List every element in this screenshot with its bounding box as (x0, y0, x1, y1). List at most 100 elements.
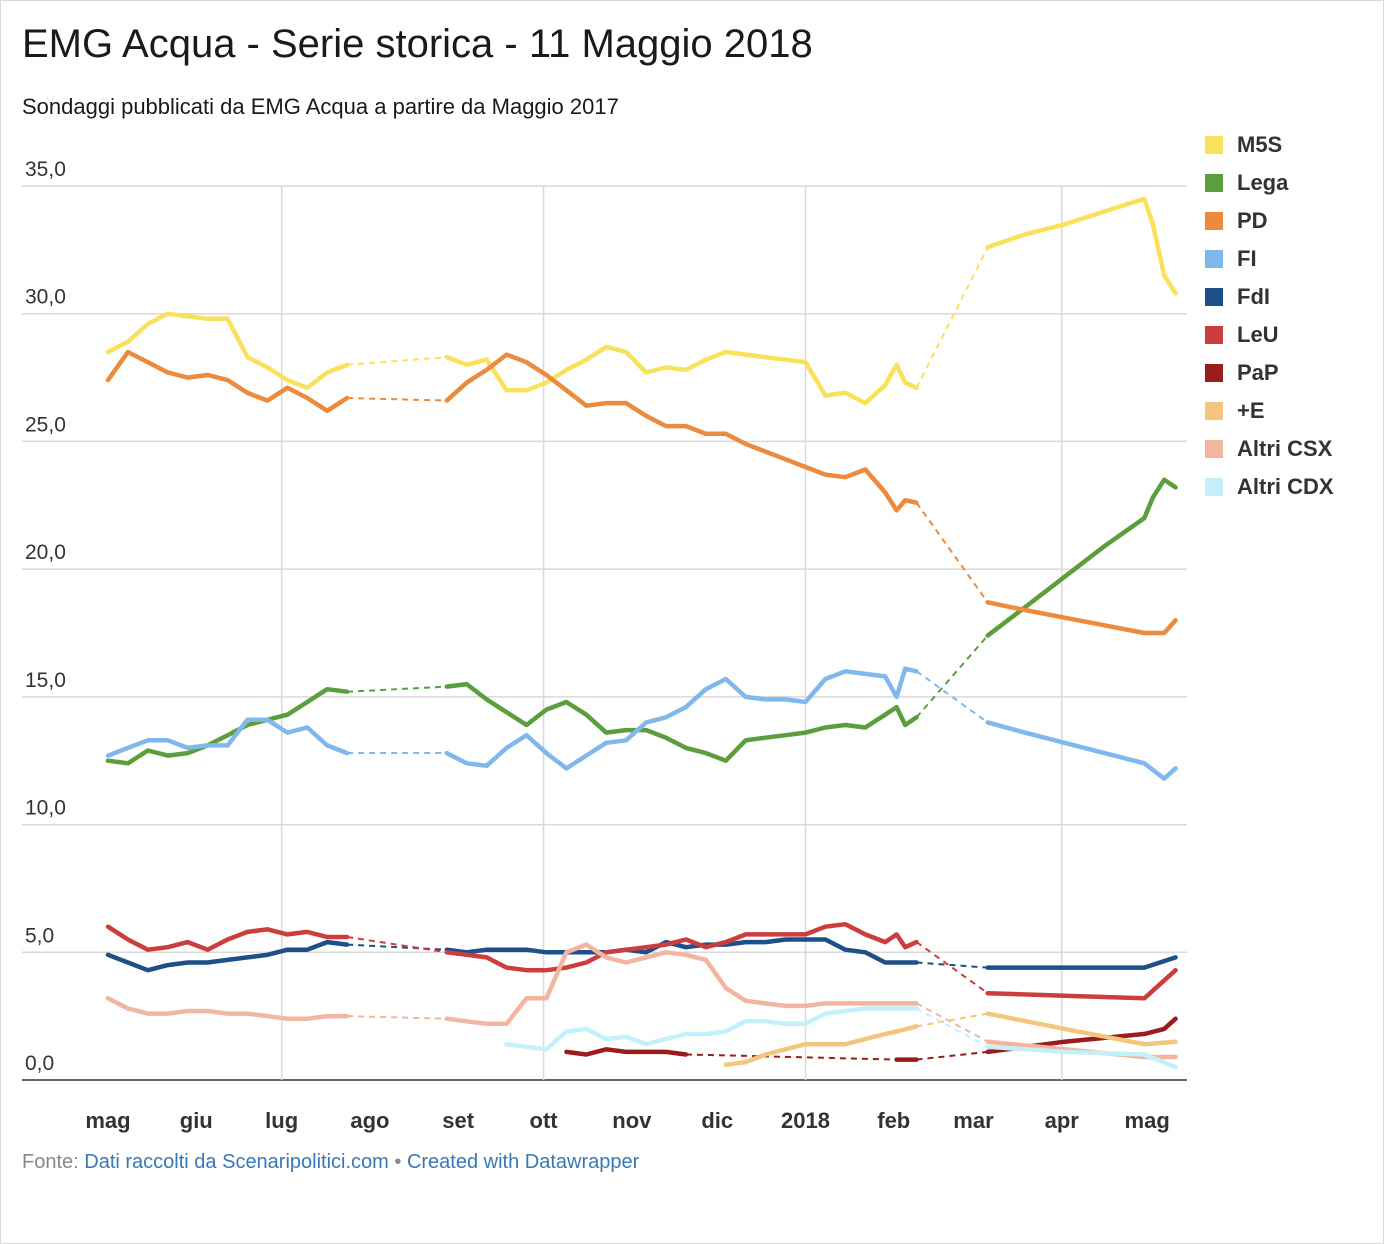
x-axis: mag giu lug ago set ott nov dic 2018 feb mar apr mag (85, 1108, 1169, 1133)
chart-subtitle: Sondaggi pubblicati da EMG Acqua a parti… (22, 94, 619, 119)
x-tick-label: ott (530, 1108, 559, 1133)
gap-connector-leu (346, 935, 447, 954)
series-line-leu (105, 924, 350, 952)
gap-connector-pd (915, 502, 989, 603)
legend-label: Altri CSX (1237, 436, 1333, 461)
legend-swatch (1205, 326, 1223, 344)
legend-swatch (1205, 478, 1223, 496)
gap-connector-e (916, 1012, 988, 1028)
footer-separator: • (388, 1151, 407, 1173)
x-tick-label: giu (180, 1108, 213, 1133)
y-tick-label: 15,0 (25, 669, 66, 692)
y-tick-label: 20,0 (25, 541, 66, 564)
legend-item-m5s: M5S (1205, 126, 1334, 164)
y-tick-label: 5,0 (25, 924, 54, 947)
legend-label: FdI (1237, 284, 1270, 309)
gap-connector-pd (347, 397, 447, 402)
series-line-e (723, 1024, 919, 1067)
y-tick-label: 10,0 (25, 797, 66, 820)
legend-label: +E (1237, 398, 1265, 423)
chart-title: EMG Acqua - Serie storica - 11 Maggio 20… (22, 22, 813, 66)
series-line-pap (564, 1047, 689, 1057)
x-tick-label: dic (701, 1108, 733, 1133)
series-line-altri-cdx (985, 1044, 1178, 1070)
gap-connector-fdi (347, 943, 447, 951)
legend-label: LeU (1237, 322, 1279, 347)
legend: M5S Lega PD FI FdI LeU PaP +E Altri CSX Altri CDX (1205, 126, 1334, 506)
series-line-altri-csx (105, 996, 350, 1021)
series-line-fdi (444, 937, 919, 965)
legend-swatch (1205, 174, 1223, 192)
gap-connector-altri-csx (347, 1015, 447, 1020)
legend-swatch (1205, 250, 1223, 268)
grid (22, 185, 1187, 1081)
series-line-fdi (985, 955, 1178, 970)
gap-connector-m5s (347, 356, 447, 366)
gap-connectors (346, 246, 989, 1061)
gap-connector-altri-csx (916, 1002, 989, 1043)
gap-connector-fdi (916, 961, 988, 969)
legend-label: M5S (1237, 132, 1283, 157)
legend-item-altri-csx: Altri CSX (1205, 430, 1334, 468)
legend-swatch (1205, 364, 1223, 382)
y-axis: 0,0 5,0 10,0 15,0 20,0 25,0 30,0 35,0 (25, 158, 66, 1075)
series-line-m5s (444, 344, 919, 406)
series-line-lega (444, 681, 919, 763)
legend-swatch (1205, 440, 1223, 458)
legend-swatch (1205, 212, 1223, 230)
legend-item-fdi: FdI (1205, 278, 1334, 316)
x-tick-label: apr (1045, 1108, 1080, 1133)
series-line-altri-csx (444, 942, 919, 1027)
series-line-fi (985, 720, 1178, 781)
series-line-fdi (105, 939, 350, 973)
x-tick-label: mar (953, 1108, 994, 1133)
legend-label: Lega (1237, 170, 1289, 195)
series-line-e (985, 1011, 1178, 1047)
x-tick-label: 2018 (781, 1108, 830, 1133)
x-tick-label: nov (612, 1108, 652, 1133)
x-tick-label: ago (350, 1108, 389, 1133)
footer: Fonte: Dati raccolti da Scenaripolitici.… (22, 1151, 639, 1174)
legend-item-fi: FI (1205, 240, 1334, 278)
footer-prefix: Fonte: (22, 1151, 85, 1173)
x-tick-label: lug (265, 1108, 298, 1133)
legend-item-lega: Lega (1205, 164, 1334, 202)
legend-label: PaP (1237, 360, 1279, 385)
legend-label: PD (1237, 208, 1268, 233)
series-line-pd (105, 349, 350, 414)
x-tick-label: mag (1125, 1108, 1170, 1133)
series-line-pd (985, 600, 1178, 636)
gap-connector-lega (915, 634, 989, 718)
legend-item-e: +E (1205, 392, 1334, 430)
legend-swatch (1205, 402, 1223, 420)
series-line-altri-cdx (504, 1006, 919, 1052)
source-link[interactable]: Dati raccolti da Scenaripolitici.com (84, 1151, 389, 1173)
gap-connector-m5s (915, 246, 989, 389)
legend-label: FI (1237, 246, 1257, 271)
gap-connector-altri-cdx (916, 1007, 989, 1048)
y-tick-label: 0,0 (25, 1052, 54, 1075)
legend-swatch (1205, 136, 1223, 154)
series-lines (105, 196, 1178, 1070)
gap-connector-leu (915, 941, 989, 994)
series-line-fi (444, 666, 919, 771)
x-tick-label: set (442, 1108, 474, 1133)
gap-connector-lega (347, 685, 447, 693)
gap-connector-fi (915, 670, 989, 724)
y-tick-label: 25,0 (25, 413, 66, 436)
legend-item-pap: PaP (1205, 354, 1334, 392)
series-line-m5s (105, 311, 350, 391)
series-line-lega (105, 686, 350, 766)
legend-item-leu: LeU (1205, 316, 1334, 354)
legend-swatch (1205, 288, 1223, 306)
datawrapper-link[interactable]: Created with Datawrapper (406, 1151, 640, 1173)
series-line-fi (105, 717, 350, 758)
series-line-lega (985, 477, 1178, 638)
gap-connector-pap (685, 1053, 897, 1061)
series-line-leu (985, 967, 1178, 1001)
legend-label: Altri CDX (1237, 474, 1334, 499)
y-tick-label: 30,0 (25, 286, 66, 309)
y-tick-label: 35,0 (25, 158, 66, 181)
series-line-pd (444, 352, 919, 513)
